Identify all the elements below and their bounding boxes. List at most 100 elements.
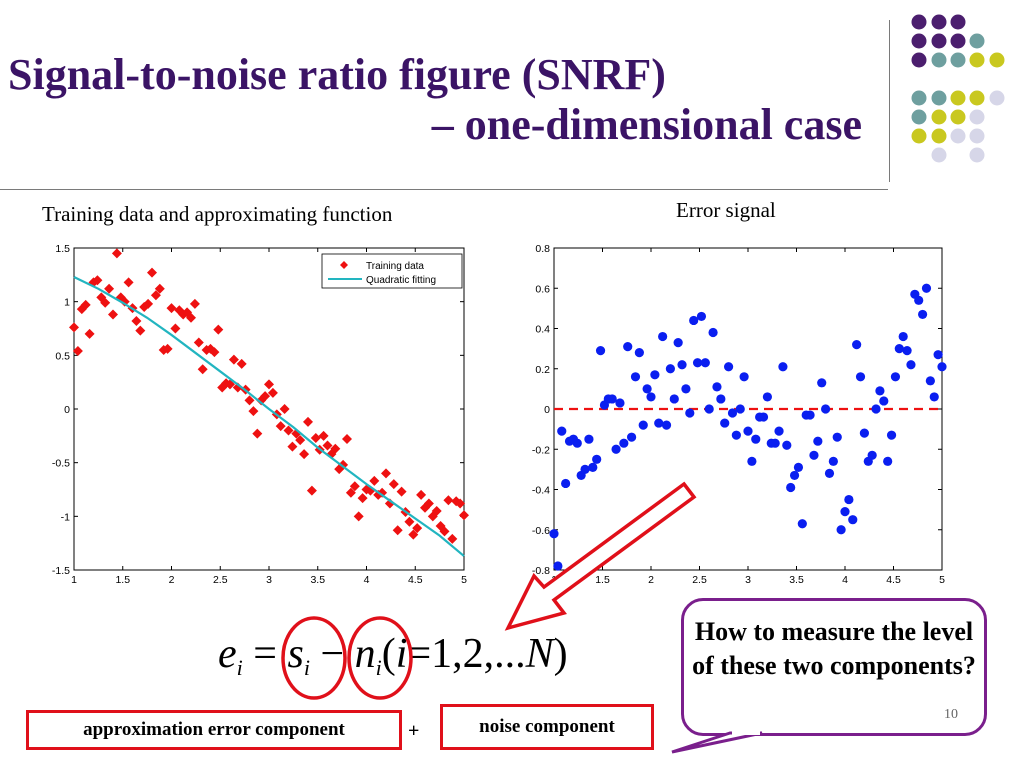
x-tick-label: 2 — [648, 574, 654, 586]
training-data-point — [357, 493, 368, 504]
x-tick-label: 2.5 — [692, 574, 707, 586]
slide-number: 10 — [944, 707, 958, 722]
training-data-point — [166, 303, 177, 314]
error-data-point — [549, 529, 559, 539]
y-tick-label: -0.2 — [532, 444, 550, 456]
training-data-point — [381, 468, 391, 479]
training-data-point — [189, 298, 200, 309]
error-data-point — [646, 392, 656, 402]
eq-equals-2: = — [407, 631, 432, 677]
x-tick-label: 4.5 — [408, 574, 423, 586]
decorative-dot — [950, 109, 966, 125]
training-data-point — [455, 498, 466, 509]
x-tick-label: 5 — [461, 574, 467, 586]
error-data-point — [770, 438, 780, 448]
training-data-point — [217, 382, 228, 393]
training-data-point — [318, 430, 329, 441]
training-data-point — [209, 347, 220, 358]
training-data-point — [353, 511, 364, 522]
x-tick-label: 3 — [266, 574, 272, 586]
error-data-point — [751, 434, 761, 444]
error-data-point — [642, 384, 652, 394]
training-data-point — [431, 505, 442, 516]
decorative-dot — [989, 52, 1005, 68]
decorative-dot — [931, 128, 947, 144]
error-data-point — [817, 378, 827, 388]
y-tick-label: 0 — [64, 404, 70, 416]
x-tick-label: 2 — [169, 574, 175, 586]
training-data-point — [267, 387, 278, 398]
error-equation: ei = si − ni(i=1,2,...N) — [218, 630, 568, 681]
legend-label-fit: Quadratic fitting — [366, 275, 436, 286]
error-data-point — [665, 364, 675, 374]
error-signal-chart: 1 1.5 2 2.5 3 3.5 4 4.5 5 0.8 0.6 0.4 0.2 0 -0.2 -0.4 -0… — [532, 243, 947, 586]
x-tick-label: 1.5 — [115, 574, 130, 586]
error-data-point — [685, 408, 695, 418]
error-data-point — [557, 426, 567, 436]
training-data-point — [119, 296, 130, 307]
error-data-point — [906, 360, 916, 370]
training-data-point — [447, 533, 458, 544]
error-data-point — [890, 372, 901, 382]
decorative-dot — [911, 14, 927, 30]
error-data-point — [786, 482, 796, 493]
error-data-point — [696, 311, 707, 322]
plus-sign: + — [408, 720, 420, 742]
plot-frame — [553, 247, 943, 571]
error-data-point — [584, 434, 594, 444]
training-data-point — [369, 475, 380, 486]
error-data-point — [805, 410, 815, 420]
quadratic-fitting-line — [73, 275, 465, 557]
training-data-point — [404, 516, 415, 527]
training-data-point — [439, 526, 450, 537]
training-data-point — [150, 290, 161, 301]
error-data-point — [852, 340, 862, 350]
eq-range: 1,2,... — [431, 631, 526, 677]
training-data-point — [256, 395, 267, 406]
error-data-point — [580, 464, 590, 474]
error-data-point — [762, 392, 772, 402]
error-data-point — [700, 358, 710, 368]
training-data-point — [275, 421, 286, 432]
left-plot-title: Training data and approximating function — [42, 202, 393, 226]
training-data-point — [396, 486, 407, 497]
error-data-point — [832, 432, 842, 442]
y-tick-label: -0.5 — [52, 458, 70, 470]
training-data-point — [260, 391, 271, 402]
error-data-point — [914, 295, 924, 305]
error-data-point — [844, 494, 854, 505]
x-tick-label: 3 — [745, 574, 751, 586]
decorative-dot — [931, 109, 947, 125]
training-data-point — [322, 440, 333, 451]
error-data-point — [937, 362, 947, 372]
training-data-point — [342, 434, 352, 445]
x-tick-label: 1 — [551, 574, 557, 586]
error-data-point — [824, 468, 835, 478]
error-data-point — [623, 342, 633, 352]
error-data-point — [836, 525, 846, 535]
training-data-point — [310, 432, 321, 443]
error-data-point — [855, 372, 866, 382]
training-data-point — [228, 354, 239, 365]
error-data-point — [875, 386, 885, 396]
legend-marker-training — [340, 261, 348, 269]
training-data-point — [170, 323, 181, 334]
error-data-point — [898, 331, 908, 342]
title-line-2: – one-dimensional case — [431, 100, 862, 149]
training-data-point — [108, 309, 118, 320]
eq-minus: − — [320, 631, 345, 677]
error-data-point — [619, 438, 629, 448]
training-data-point — [193, 337, 204, 348]
error-data-point — [758, 412, 769, 422]
y-tick-label: -1 — [61, 511, 70, 523]
error-data-point — [588, 462, 598, 472]
error-data-point — [883, 456, 893, 466]
training-data-point — [76, 304, 87, 315]
training-data-point — [139, 302, 150, 313]
training-data-point — [205, 343, 216, 354]
error-data-point — [879, 396, 889, 406]
y-tick-label: 0.8 — [535, 243, 550, 255]
training-data-point — [330, 443, 341, 454]
x-tick-label: 1 — [71, 574, 77, 586]
training-data-point — [162, 343, 173, 354]
